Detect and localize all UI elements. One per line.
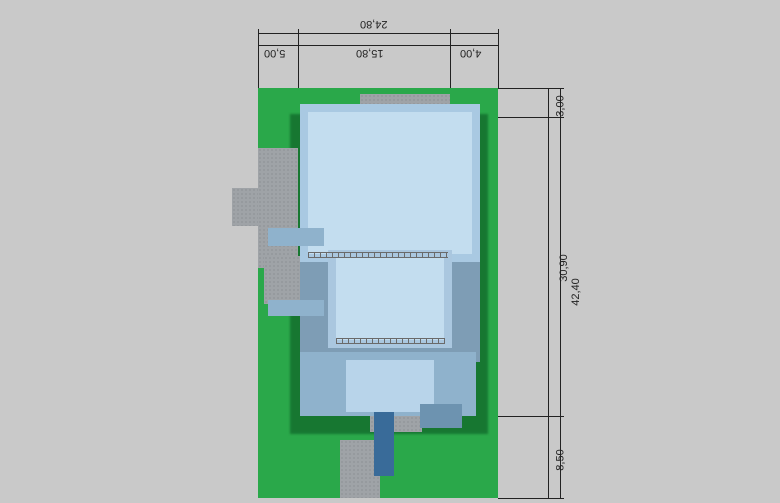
dim-right-seg-1: 3,00	[555, 95, 567, 116]
paving-area	[258, 148, 298, 268]
building-mass	[268, 228, 324, 246]
building-mass	[336, 258, 444, 340]
dim-top-seg-2: 15,80	[356, 47, 384, 59]
dim-ext	[298, 33, 299, 88]
balcony-railing	[336, 338, 444, 344]
dim-ext	[498, 33, 499, 88]
dim-ext	[498, 88, 560, 89]
balcony-railing	[308, 252, 448, 258]
dim-ext	[258, 33, 259, 88]
dim-top-seg-3: 4,00	[460, 47, 481, 59]
dim-right-seg-3: 8,50	[555, 449, 567, 470]
paving-area	[232, 188, 258, 226]
dim-line-right-inner	[548, 88, 549, 498]
dim-line-right-outer	[560, 88, 561, 498]
dim-top-seg-1: 5,00	[264, 47, 285, 59]
building-mass	[308, 112, 472, 254]
dim-ext	[498, 498, 560, 499]
dim-ext	[450, 33, 451, 88]
dim-top-total: 24,80	[360, 18, 388, 30]
dim-line-top-outer	[258, 33, 498, 34]
building-mass	[268, 300, 324, 316]
building-mass	[420, 404, 462, 428]
dim-line-top-inner	[258, 45, 498, 46]
dim-right-seg-2: 30,90	[558, 254, 570, 282]
dim-right-total: 42,40	[570, 278, 582, 306]
dim-ext	[498, 416, 560, 417]
dim-ext	[498, 117, 560, 118]
site-plan-canvas: 24,80 5,00 15,80 4,00 42,40 3,00 30,90 8…	[0, 0, 780, 503]
building-mass	[374, 412, 394, 476]
